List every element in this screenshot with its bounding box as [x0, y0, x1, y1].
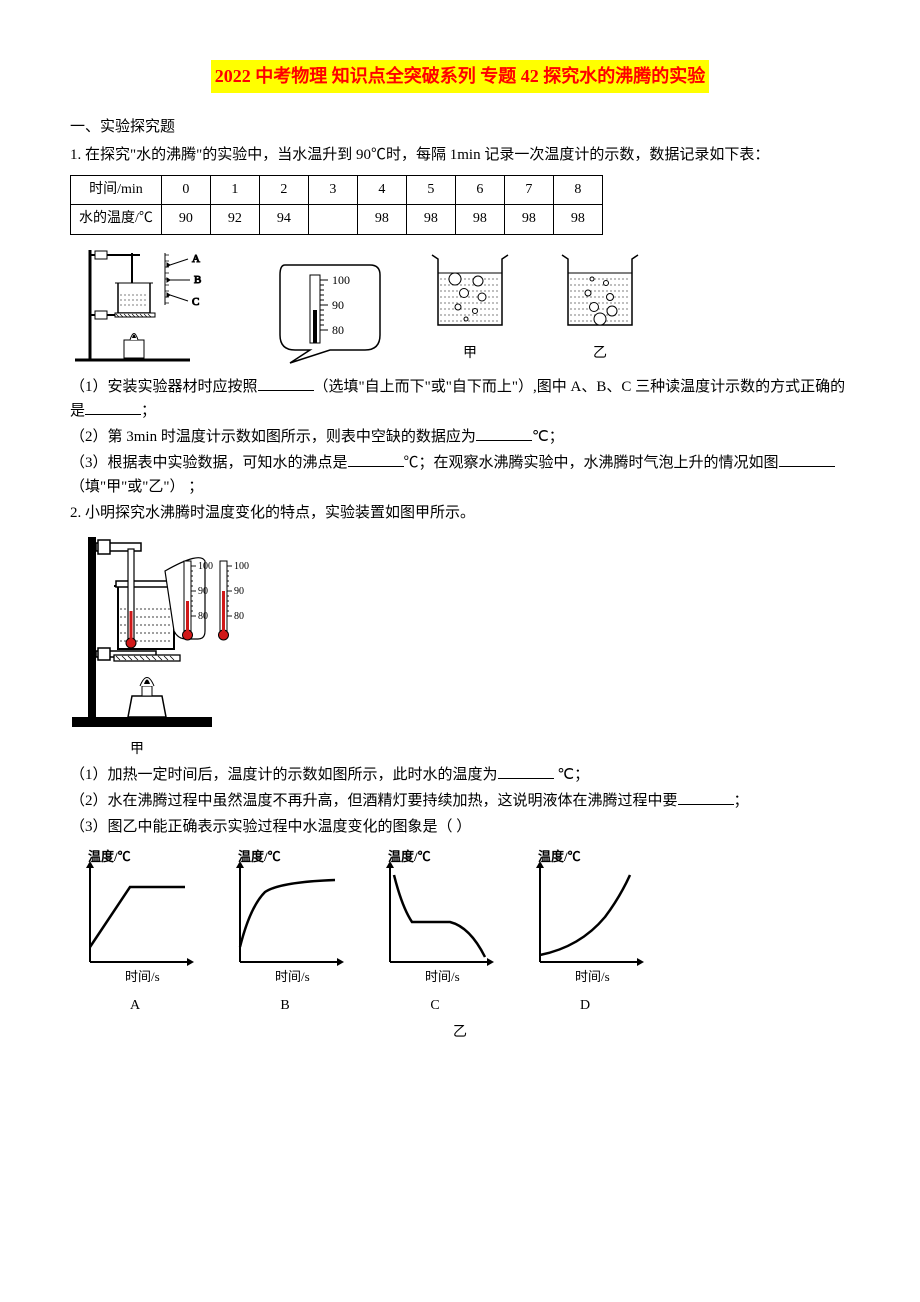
- svg-text:A: A: [192, 253, 200, 265]
- q2-p2: （2）水在沸腾过程中虽然温度不再升高，但酒精灯要持续加热，这说明液体在沸腾过程中…: [70, 789, 850, 813]
- q1-figure-row: A B C 100: [70, 245, 850, 365]
- page-title: 2022 中考物理 知识点全突破系列 专题 42 探究水的沸腾的实验: [211, 60, 710, 93]
- svg-text:80: 80: [198, 611, 208, 622]
- q1-c: 98: [455, 205, 504, 234]
- q1-c: 90: [161, 205, 210, 234]
- q1-beaker-jia-label: 甲: [420, 343, 520, 365]
- q1-c: 94: [259, 205, 308, 234]
- q2-yi-label: 乙: [70, 1022, 850, 1044]
- q1-c: 2: [259, 175, 308, 204]
- chart-C: 温度/℃ 时间/s C: [370, 847, 500, 1017]
- q1-thermometer-icon: 100 90 80: [270, 255, 390, 365]
- q2-stem: 2. 小明探究水沸腾时温度变化的特点，实验装置如图甲所示。: [70, 501, 850, 525]
- svg-text:时间/s: 时间/s: [425, 969, 460, 984]
- q2-apparatus: 100 90 80 100 90 80 甲: [70, 531, 850, 761]
- chart-B: 温度/℃ 时间/s B: [220, 847, 350, 1017]
- q1-apparatus-icon: A B C: [70, 245, 240, 365]
- section-heading: 一、实验探究题: [70, 115, 850, 139]
- svg-text:80: 80: [234, 611, 244, 622]
- q1-beaker-jia: 甲: [420, 245, 520, 365]
- q1-table: 时间/min 0 1 2 3 4 5 6 7 8 水的温度/℃ 90 92 94…: [70, 175, 603, 235]
- svg-text:时间/s: 时间/s: [275, 969, 310, 984]
- chart-D-label: D: [520, 995, 650, 1017]
- q1-c: 8: [553, 175, 602, 204]
- q1-c: 92: [210, 205, 259, 234]
- svg-text:90: 90: [234, 586, 244, 597]
- q1-stem: 1. 在探究"水的沸腾"的实验中，当水温升到 90℃时，每隔 1min 记录一次…: [70, 143, 850, 167]
- chart-A: 温度/℃ 时间/s A: [70, 847, 200, 1017]
- q2-charts: 温度/℃ 时间/s A 温度/℃ 时间/s B: [70, 847, 850, 1017]
- chart-A-label: A: [70, 995, 200, 1017]
- q1-c: 4: [357, 175, 406, 204]
- q1-c: 3: [308, 175, 357, 204]
- q1-c: 0: [161, 175, 210, 204]
- q1-table-rowlabel-temp: 水的温度/℃: [71, 205, 162, 234]
- chart-D: 温度/℃ 时间/s D: [520, 847, 650, 1017]
- q2-p3: （3）图乙中能正确表示实验过程中水温度变化的图象是（ ）: [70, 815, 850, 839]
- q1-c: 1: [210, 175, 259, 204]
- q2-fig-label: 甲: [130, 739, 850, 761]
- svg-text:100: 100: [332, 273, 350, 287]
- q1-c: [308, 205, 357, 234]
- svg-text:100: 100: [198, 561, 213, 572]
- svg-text:B: B: [194, 274, 201, 286]
- svg-text:时间/s: 时间/s: [125, 969, 160, 984]
- svg-text:90: 90: [332, 298, 344, 312]
- q1-beaker-yi-label: 乙: [550, 343, 650, 365]
- q1-c: 98: [406, 205, 455, 234]
- q1-p2: （2）第 3min 时温度计示数如图所示，则表中空缺的数据应为℃；: [70, 425, 850, 449]
- q1-p3: （3）根据表中实验数据，可知水的沸点是℃；在观察水沸腾实验中，水沸腾时气泡上升的…: [70, 451, 850, 499]
- chart-B-label: B: [220, 995, 350, 1017]
- svg-text:温度/℃: 温度/℃: [388, 849, 431, 864]
- q1-p1: （1）安装实验器材时应按照（选填"自上而下"或"自下而上"）,图中 A、B、C …: [70, 375, 850, 423]
- q1-c: 5: [406, 175, 455, 204]
- q1-c: 98: [504, 205, 553, 234]
- q2-apparatus-icon: 100 90 80 100 90 80: [70, 531, 280, 731]
- q1-c: 98: [357, 205, 406, 234]
- svg-text:温度/℃: 温度/℃: [538, 849, 581, 864]
- q2-p1: （1）加热一定时间后，温度计的示数如图所示，此时水的温度为 ℃；: [70, 763, 850, 787]
- q1-c: 98: [553, 205, 602, 234]
- svg-text:80: 80: [332, 323, 344, 337]
- q1-c: 7: [504, 175, 553, 204]
- q1-table-rowlabel-time: 时间/min: [71, 175, 162, 204]
- q1-beaker-yi: 乙: [550, 245, 650, 365]
- svg-text:温度/℃: 温度/℃: [88, 849, 131, 864]
- chart-C-label: C: [370, 995, 500, 1017]
- svg-text:100: 100: [234, 561, 249, 572]
- q1-c: 6: [455, 175, 504, 204]
- svg-text:时间/s: 时间/s: [575, 969, 610, 984]
- svg-text:90: 90: [198, 586, 208, 597]
- svg-text:C: C: [192, 296, 199, 308]
- svg-text:温度/℃: 温度/℃: [238, 849, 281, 864]
